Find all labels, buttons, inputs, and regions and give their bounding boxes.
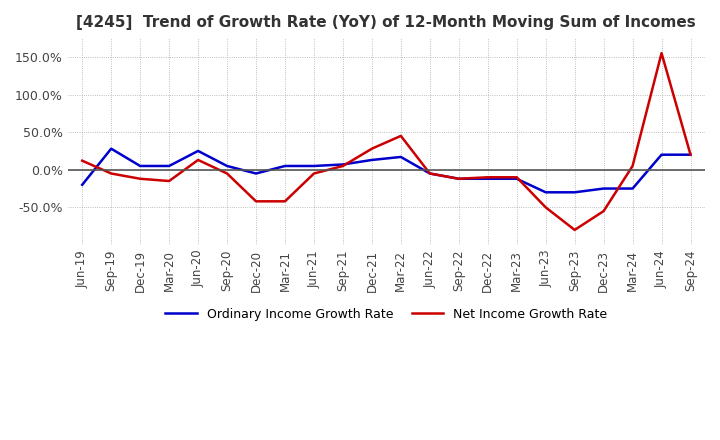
- Title: [4245]  Trend of Growth Rate (YoY) of 12-Month Moving Sum of Incomes: [4245] Trend of Growth Rate (YoY) of 12-…: [76, 15, 696, 30]
- Net Income Growth Rate: [483, 175, 492, 180]
- Legend: Ordinary Income Growth Rate, Net Income Growth Rate: Ordinary Income Growth Rate, Net Income …: [161, 303, 612, 326]
- Ordinary Income Growth Rate: [222, 163, 231, 169]
- Net Income Growth Rate: [426, 171, 434, 176]
- Net Income Growth Rate: [107, 171, 115, 176]
- Ordinary Income Growth Rate: [657, 152, 666, 158]
- Net Income Growth Rate: [368, 146, 377, 151]
- Net Income Growth Rate: [338, 163, 347, 169]
- Ordinary Income Growth Rate: [310, 163, 318, 169]
- Ordinary Income Growth Rate: [629, 186, 637, 191]
- Ordinary Income Growth Rate: [107, 146, 115, 151]
- Ordinary Income Growth Rate: [426, 171, 434, 176]
- Ordinary Income Growth Rate: [136, 163, 145, 169]
- Net Income Growth Rate: [310, 171, 318, 176]
- Ordinary Income Growth Rate: [281, 163, 289, 169]
- Net Income Growth Rate: [599, 209, 608, 214]
- Ordinary Income Growth Rate: [599, 186, 608, 191]
- Net Income Growth Rate: [629, 163, 637, 169]
- Net Income Growth Rate: [136, 176, 145, 181]
- Ordinary Income Growth Rate: [368, 158, 377, 163]
- Net Income Growth Rate: [657, 51, 666, 56]
- Ordinary Income Growth Rate: [454, 176, 463, 181]
- Net Income Growth Rate: [165, 178, 174, 183]
- Net Income Growth Rate: [252, 199, 261, 204]
- Net Income Growth Rate: [454, 176, 463, 181]
- Net Income Growth Rate: [570, 227, 579, 233]
- Ordinary Income Growth Rate: [397, 154, 405, 160]
- Net Income Growth Rate: [513, 175, 521, 180]
- Net Income Growth Rate: [686, 152, 695, 158]
- Net Income Growth Rate: [78, 158, 86, 163]
- Net Income Growth Rate: [541, 205, 550, 210]
- Ordinary Income Growth Rate: [194, 148, 202, 154]
- Ordinary Income Growth Rate: [252, 171, 261, 176]
- Net Income Growth Rate: [281, 199, 289, 204]
- Net Income Growth Rate: [194, 158, 202, 163]
- Ordinary Income Growth Rate: [78, 182, 86, 187]
- Line: Net Income Growth Rate: Net Income Growth Rate: [82, 53, 690, 230]
- Net Income Growth Rate: [222, 171, 231, 176]
- Ordinary Income Growth Rate: [541, 190, 550, 195]
- Line: Ordinary Income Growth Rate: Ordinary Income Growth Rate: [82, 149, 690, 192]
- Net Income Growth Rate: [397, 133, 405, 139]
- Ordinary Income Growth Rate: [338, 162, 347, 167]
- Ordinary Income Growth Rate: [513, 176, 521, 181]
- Ordinary Income Growth Rate: [686, 152, 695, 158]
- Ordinary Income Growth Rate: [483, 176, 492, 181]
- Ordinary Income Growth Rate: [165, 163, 174, 169]
- Ordinary Income Growth Rate: [570, 190, 579, 195]
